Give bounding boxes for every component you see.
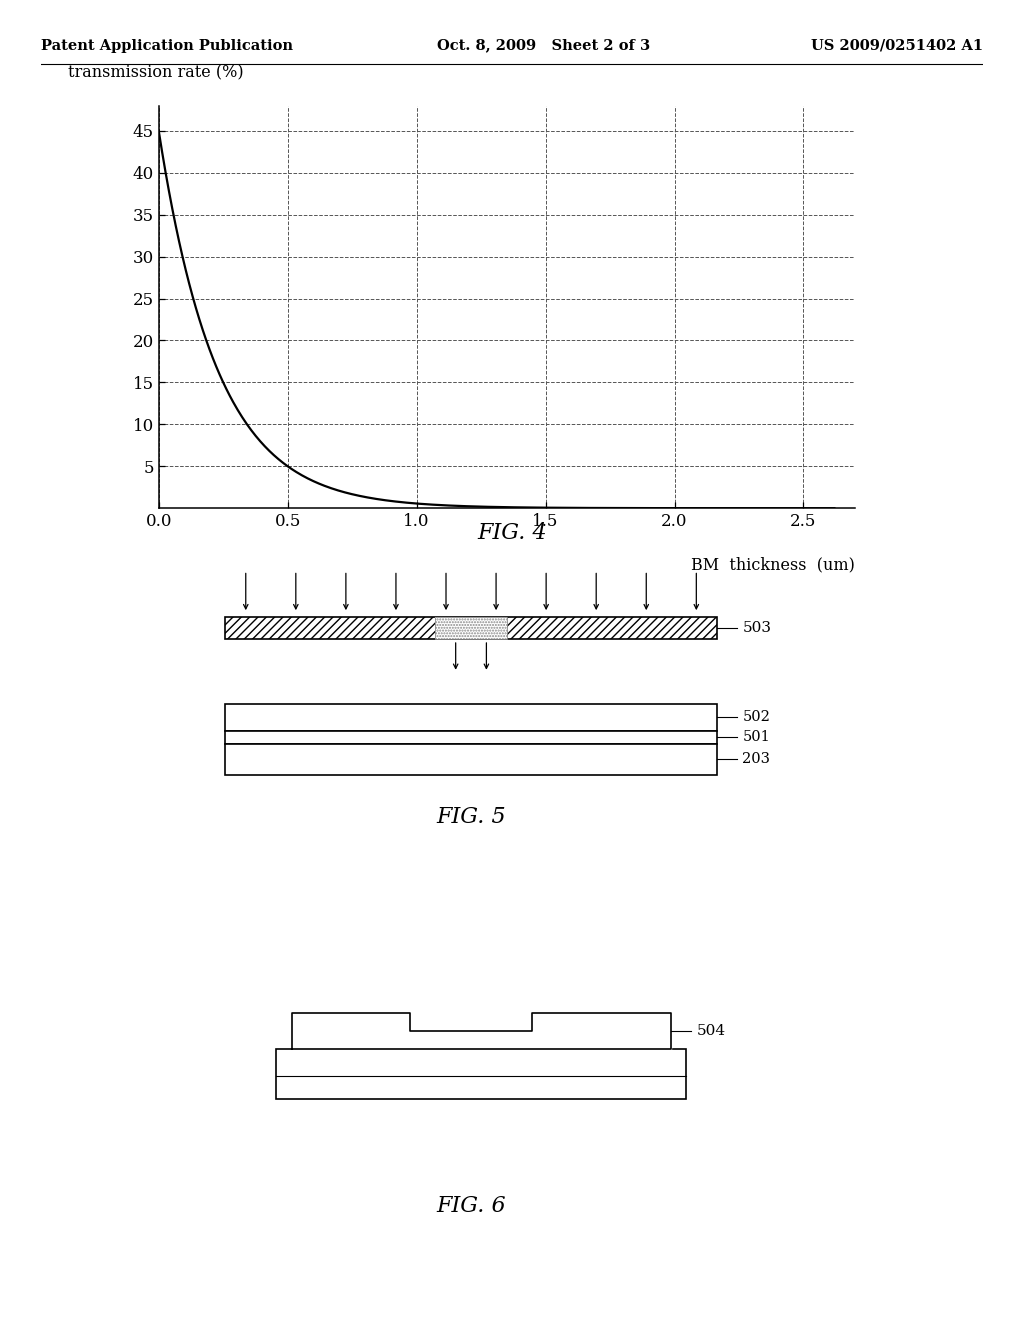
Text: 203: 203: [742, 752, 770, 766]
Polygon shape: [292, 1014, 671, 1049]
Text: FIG. 6: FIG. 6: [436, 1195, 506, 1217]
Text: FIG. 4: FIG. 4: [477, 523, 547, 544]
Text: BM  thickness  (um): BM thickness (um): [691, 557, 855, 573]
Text: 504: 504: [696, 1024, 725, 1038]
Text: 501: 501: [742, 730, 770, 744]
Bar: [225, 618, 717, 639]
Bar: [225, 743, 717, 775]
Bar: [225, 731, 717, 743]
Bar: [225, 618, 717, 639]
Bar: [435, 618, 507, 639]
Text: Oct. 8, 2009   Sheet 2 of 3: Oct. 8, 2009 Sheet 2 of 3: [436, 38, 650, 53]
Bar: [225, 704, 717, 731]
Text: Patent Application Publication: Patent Application Publication: [41, 38, 293, 53]
Bar: [276, 1049, 686, 1098]
Bar: [435, 618, 507, 639]
Text: 503: 503: [742, 620, 771, 635]
Text: FIG. 5: FIG. 5: [436, 807, 506, 829]
Text: US 2009/0251402 A1: US 2009/0251402 A1: [811, 38, 983, 53]
Text: 502: 502: [742, 710, 770, 725]
Text: transmission rate (%): transmission rate (%): [69, 65, 244, 82]
